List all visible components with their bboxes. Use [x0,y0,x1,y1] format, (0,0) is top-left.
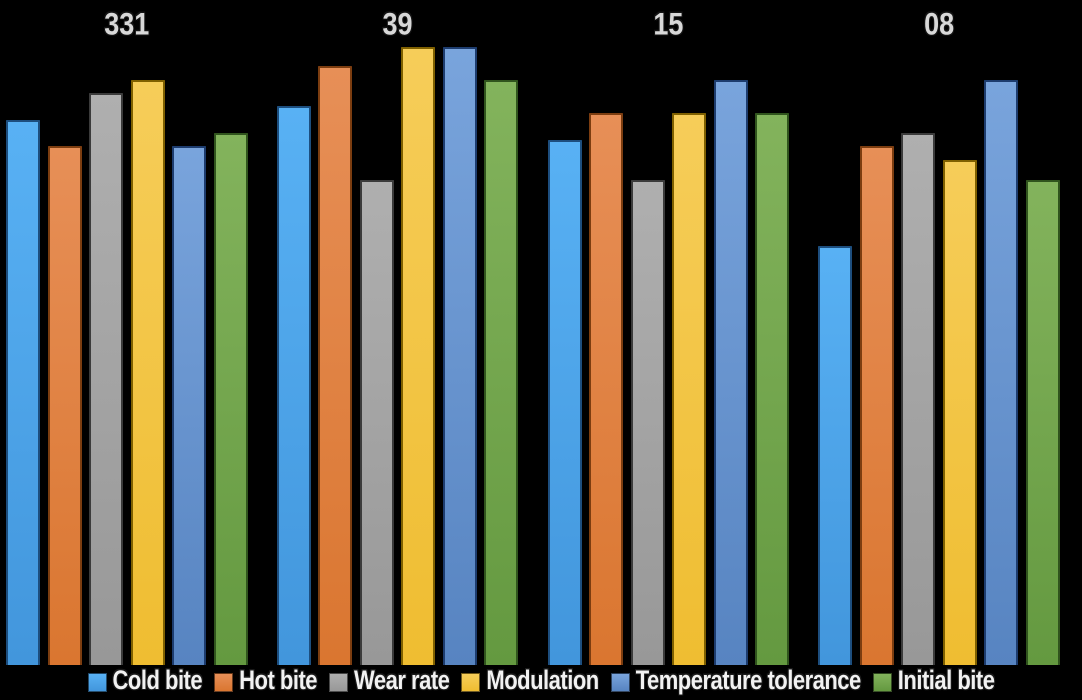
bar-wear-rate-39 [359,180,394,665]
bar-temperature-tolerance-15 [713,80,748,665]
bar-modulation-15 [672,113,707,665]
bar-initial-bite-39 [484,80,519,665]
bar-hot-bite-15 [589,113,624,665]
legend-swatch-cold-bite-icon [87,673,107,692]
bar-wear-rate-08 [901,133,936,665]
plot-area: 331 39 15 08 [6,6,1060,665]
bar-hot-bite-08 [859,146,894,665]
bar-modulation-331 [130,80,165,665]
legend-label-wear-rate: Wear rate [354,664,450,695]
legend-swatch-hot-bite-icon [214,673,234,692]
bar-temperature-tolerance-331 [172,146,206,665]
legend-swatch-wear-rate-icon [329,673,349,692]
legend-label-cold-bite: Cold bite [112,664,203,695]
legend-swatch-initial-bite-icon [872,673,892,692]
legend-item-wear-rate: Wear rate [329,664,450,696]
legend-item-temperature-tolerance: Temperature tolerance [610,664,861,696]
bar-modulation-08 [942,160,977,665]
bar-modulation-39 [401,47,436,665]
legend-label-modulation: Modulation [486,664,599,695]
legend-swatch-temperature-tolerance-icon [610,673,630,692]
bar-wear-rate-331 [89,93,123,665]
legend: Cold bite Hot bite Wear rate Modulation Temp… [0,664,1082,700]
legend-label-temperature-tolerance: Temperature tolerance [635,664,862,695]
legend-item-initial-bite: Initial bite [872,664,995,696]
bar-wear-rate-15 [630,180,665,665]
legend-item-modulation: Modulation [461,664,599,696]
category-label-331: 331 [104,6,150,42]
bar-initial-bite-08 [1025,180,1060,665]
bar-cold-bite-39 [276,106,311,665]
category-label-15: 15 [653,6,684,42]
legend-swatch-modulation-icon [461,673,481,692]
bar-temperature-tolerance-08 [984,80,1019,665]
bar-cold-bite-08 [818,246,853,665]
legend-label-initial-bite: Initial bite [897,664,995,695]
bar-cold-bite-15 [547,140,582,665]
bar-initial-bite-331 [213,133,248,665]
bar-cold-bite-331 [6,120,40,665]
legend-item-hot-bite: Hot bite [214,664,318,696]
legend-label-hot-bite: Hot bite [239,664,318,695]
category-label-08: 08 [924,6,955,42]
bar-hot-bite-331 [47,146,82,665]
bar-hot-bite-39 [318,66,353,665]
bar-initial-bite-15 [755,113,790,665]
bar-temperature-tolerance-39 [442,47,477,665]
category-label-39: 39 [382,6,413,42]
legend-item-cold-bite: Cold bite [87,664,203,696]
